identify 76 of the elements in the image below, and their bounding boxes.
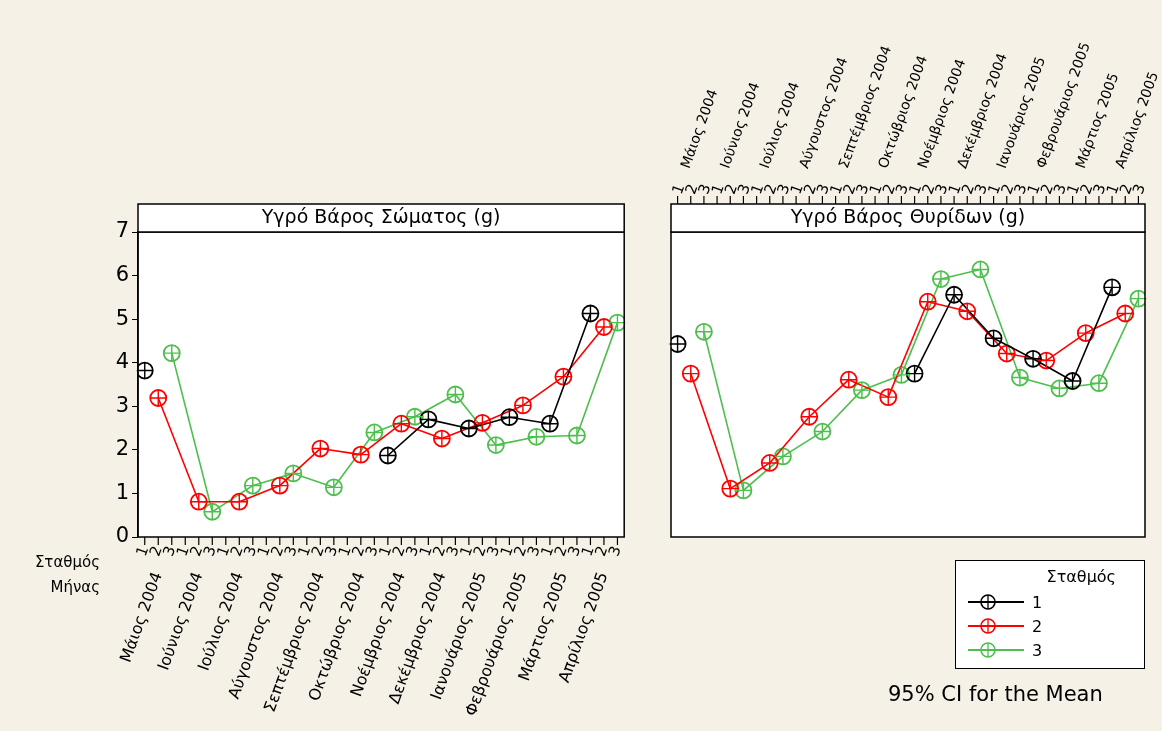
- legend-label: 2: [1032, 616, 1043, 636]
- point: [541, 414, 559, 433]
- y-tick-label: 1: [115, 479, 129, 504]
- point: [324, 478, 343, 497]
- chart-title: Υγρό Βάρος Θυρίδων (g): [789, 204, 1026, 227]
- text: Σταθμός: [34, 553, 100, 571]
- point: [800, 407, 819, 426]
- point: [284, 464, 303, 483]
- point: [1011, 368, 1029, 387]
- legend-label: 3: [1032, 640, 1043, 660]
- point: [243, 476, 262, 495]
- point: [351, 445, 370, 464]
- point: [581, 304, 600, 323]
- chart-title: Υγρό Βάρος Σώματος (g): [260, 204, 501, 227]
- point: [392, 414, 411, 433]
- point: [971, 260, 990, 279]
- point: [595, 318, 613, 336]
- point: [892, 366, 911, 384]
- point: [879, 388, 898, 407]
- point: [378, 446, 397, 465]
- y-tick-label: 7: [115, 218, 129, 243]
- point: [459, 419, 478, 438]
- point: [1037, 351, 1056, 370]
- point: [839, 370, 858, 389]
- point: [721, 479, 740, 498]
- point: [997, 344, 1016, 363]
- point: [554, 367, 573, 386]
- y-tick-label: 5: [115, 305, 129, 330]
- point: [405, 407, 424, 426]
- point: [203, 502, 222, 521]
- y-tick-label: 6: [115, 262, 129, 287]
- point: [681, 364, 700, 383]
- point: [162, 344, 181, 363]
- point: [514, 396, 532, 415]
- point: [1090, 374, 1108, 393]
- point: [813, 422, 832, 441]
- point: [932, 270, 950, 288]
- point: [734, 481, 753, 500]
- y-tick-label: 2: [115, 436, 129, 461]
- text: Μήνας: [50, 578, 100, 596]
- point: [311, 439, 330, 458]
- point: [695, 322, 713, 341]
- point: [945, 285, 963, 304]
- legend-title: Σταθμός: [1045, 567, 1117, 586]
- point: [473, 413, 492, 432]
- point: [958, 302, 977, 321]
- point: [1050, 379, 1069, 398]
- point: [270, 476, 289, 495]
- point: [1103, 278, 1121, 297]
- point: [1063, 372, 1082, 390]
- point: [446, 385, 465, 404]
- point: [984, 329, 1003, 348]
- point: [365, 423, 384, 442]
- point: [568, 426, 586, 445]
- point: [853, 381, 871, 400]
- point: [1076, 324, 1095, 342]
- point: [1024, 349, 1042, 368]
- point: [500, 408, 519, 427]
- point: [419, 410, 438, 429]
- point: [774, 447, 792, 466]
- point: [189, 492, 208, 511]
- point: [905, 364, 924, 383]
- point: [918, 292, 937, 311]
- point: [230, 492, 249, 511]
- point: [527, 427, 546, 446]
- point: [760, 454, 779, 472]
- point: [149, 389, 168, 407]
- point: [432, 429, 451, 448]
- point: [136, 361, 154, 380]
- point: [487, 436, 505, 454]
- text: 95% CI for the Mean: [888, 682, 1103, 706]
- legend-label: 1: [1032, 592, 1043, 612]
- y-tick-label: 3: [115, 392, 129, 417]
- y-tick-label: 0: [115, 523, 129, 548]
- y-tick-label: 4: [115, 349, 129, 374]
- point: [1116, 304, 1135, 323]
